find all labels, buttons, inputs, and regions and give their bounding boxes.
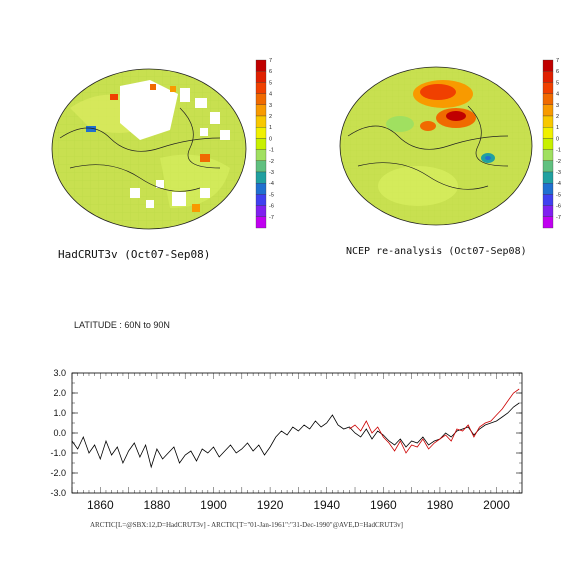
colorbar-swatch <box>542 127 554 139</box>
x-tick-label: 1880 <box>144 498 171 512</box>
colorbar-swatch <box>255 216 267 229</box>
colorbar-tick-label: 2 <box>269 114 272 120</box>
hadcrut-colorbar: 7 6 5 4 3 2 1 0 -1 -2 -3 -4 -5 -6 -7 <box>255 58 274 229</box>
x-tick-label: 1920 <box>257 498 284 512</box>
colorbar-swatch <box>255 115 267 128</box>
x-tick-label: 1860 <box>87 498 114 512</box>
colorbar-tick-label: 5 <box>269 80 272 86</box>
colorbar-tick-label: -7 <box>269 215 274 221</box>
colorbar-tick-label: 1 <box>269 125 272 131</box>
y-tick-label: -1.0 <box>50 448 66 458</box>
ncep-map <box>339 66 533 226</box>
colorbar-swatch <box>255 138 267 150</box>
colorbar-tick-label: 7 <box>269 58 272 64</box>
colorbar-swatch <box>542 59 554 72</box>
colorbar-tick-label: -1 <box>556 148 561 154</box>
colorbar-tick-label: 3 <box>269 103 272 109</box>
colorbar-tick-label: -5 <box>556 192 561 198</box>
colorbar-swatch <box>542 93 554 105</box>
colorbar-swatch <box>542 160 554 173</box>
colorbar-swatch <box>542 82 554 94</box>
ncep-colorbar: 7 6 5 4 3 2 1 0 -1 -2 -3 -4 -5 -6 -7 <box>542 58 561 229</box>
colorbar-swatch <box>542 216 554 229</box>
colorbar-tick-label: -2 <box>269 159 274 165</box>
colorbar-swatch <box>542 71 554 83</box>
x-tick-label: 1900 <box>200 498 227 512</box>
latitude-label: LATITUDE : 60N to 90N <box>74 320 170 330</box>
ncep-map-title: NCEP re-analysis (Oct07-Sep08) <box>346 246 527 257</box>
x-tick-label: 1940 <box>313 498 340 512</box>
colorbar-swatch <box>255 160 267 173</box>
colorbar-tick-label: -4 <box>269 181 274 187</box>
colorbar-swatch <box>255 82 267 94</box>
colorbar-swatch <box>542 183 554 195</box>
colorbar-tick-label: -4 <box>556 181 561 187</box>
colorbar-swatch <box>255 71 267 83</box>
colorbar-tick-label: 4 <box>556 92 559 98</box>
colorbar-tick-label: 3 <box>556 103 559 109</box>
colorbar-tick-label: -1 <box>269 148 274 154</box>
colorbar-tick-label: -6 <box>556 204 561 210</box>
colorbar-swatch <box>255 127 267 139</box>
hadcrut-map <box>51 68 247 230</box>
y-tick-label: 1.0 <box>53 408 66 418</box>
y-tick-label: -2.0 <box>50 468 66 478</box>
colorbar-tick-label: 0 <box>556 136 559 142</box>
colorbar-tick-label: 6 <box>556 69 559 75</box>
colorbar-tick-label: -5 <box>269 192 274 198</box>
colorbar-tick-label: -2 <box>556 159 561 165</box>
colorbar-tick-label: 6 <box>269 69 272 75</box>
colorbar-swatch <box>255 183 267 195</box>
colorbar-tick-label: 2 <box>556 114 559 120</box>
colorbar-swatch <box>542 194 554 206</box>
arctic-timeseries-chart: 3.0 2.0 1.0 0.0 -1.0 -2.0 -3.0 1860 1880 1900 1920… <box>50 368 523 512</box>
hadcrut-map-title: HadCRUT3v (Oct07-Sep08) <box>58 248 211 261</box>
colorbar-swatch <box>542 138 554 150</box>
y-tick-label: -3.0 <box>50 488 66 498</box>
y-tick-label: 3.0 <box>53 368 66 378</box>
colorbar-swatch <box>255 205 267 217</box>
series-line-ncep <box>349 388 520 454</box>
colorbar-tick-label: -6 <box>269 204 274 210</box>
colorbar-tick-label: 7 <box>556 58 559 64</box>
colorbar-swatch <box>255 104 267 117</box>
colorbar-swatch <box>255 59 267 72</box>
colorbar-swatch <box>255 93 267 105</box>
colorbar-swatch <box>255 149 267 161</box>
colorbar-tick-label: 5 <box>556 80 559 86</box>
colorbar-swatch <box>542 149 554 161</box>
x-tick-label: 2000 <box>483 498 510 512</box>
colorbar-tick-label: -3 <box>556 170 561 176</box>
colorbar-swatch <box>542 115 554 128</box>
chart-footer-expression: ARCTIC[L=@SBX:12,D=HadCRUT3v] - ARCTIC[T… <box>90 521 403 529</box>
x-tick-label: 1960 <box>370 498 397 512</box>
colorbar-tick-label: 1 <box>556 125 559 131</box>
colorbar-swatch <box>542 104 554 117</box>
colorbar-tick-label: 4 <box>269 92 272 98</box>
colorbar-swatch <box>255 194 267 206</box>
colorbar-tick-label: -7 <box>556 215 561 221</box>
colorbar-swatch <box>542 205 554 217</box>
y-tick-label: 0.0 <box>53 428 66 438</box>
colorbar-swatch <box>255 171 267 184</box>
x-tick-label: 1980 <box>427 498 454 512</box>
colorbar-tick-label: 0 <box>269 136 272 142</box>
series-line-hadcrut <box>71 402 520 469</box>
colorbar-tick-label: -3 <box>269 170 274 176</box>
colorbar-swatch <box>542 171 554 184</box>
y-tick-label: 2.0 <box>53 388 66 398</box>
